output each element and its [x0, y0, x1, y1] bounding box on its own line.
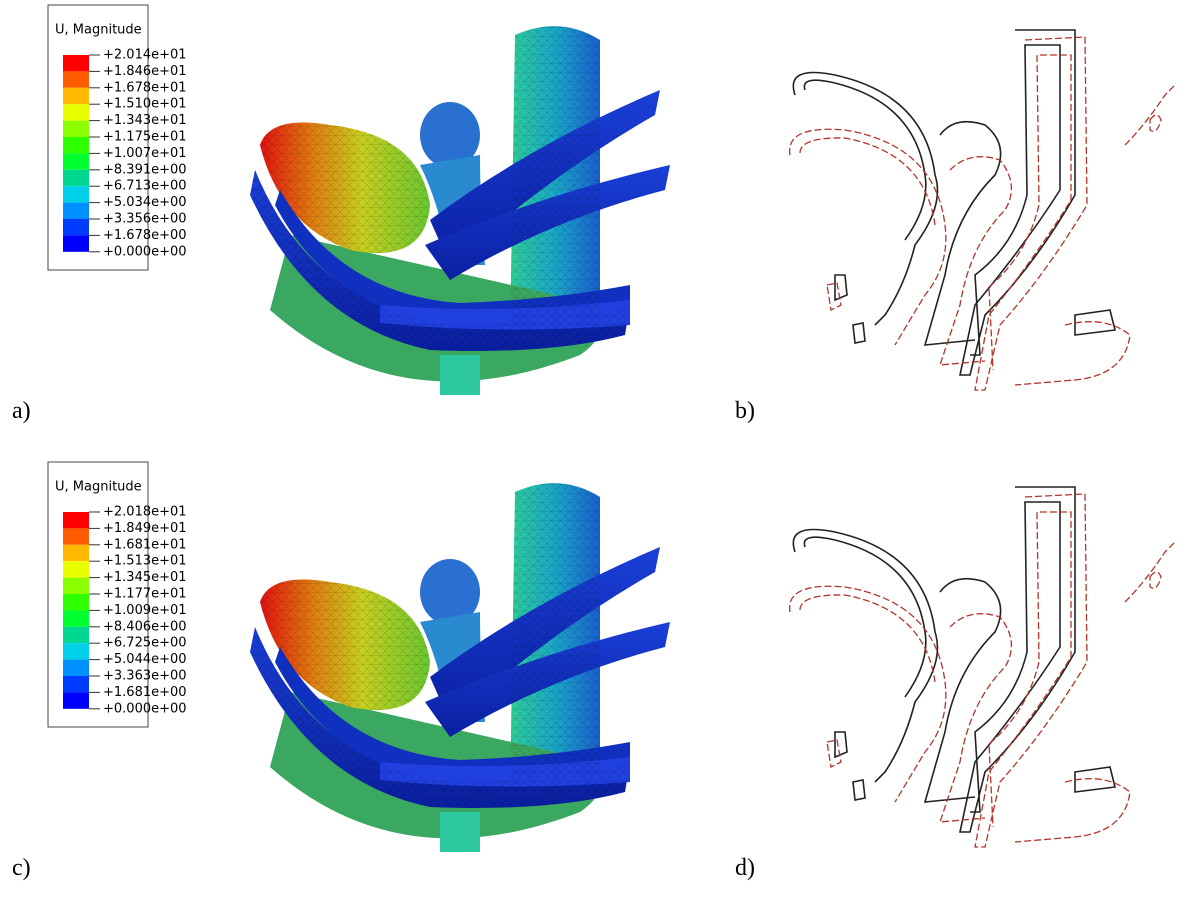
legend-value: +1.007e+01 [103, 146, 187, 161]
legend-value: +8.391e+00 [103, 162, 187, 177]
legend-swatch [63, 121, 89, 137]
panel-label: c) [12, 855, 31, 881]
panel: a)U, Magnitude+2.014e+01+1.846e+01+1.678… [12, 5, 670, 424]
legend-swatch [63, 104, 89, 120]
legend-swatch [63, 578, 89, 594]
legend-value: +2.014e+01 [103, 48, 187, 63]
panel-label: d) [735, 855, 755, 881]
legend-value: +1.175e+01 [103, 130, 187, 145]
legend-value: +6.713e+00 [103, 179, 187, 194]
legend-swatch [63, 594, 89, 610]
legend-swatch [63, 660, 89, 676]
legend-swatch [63, 55, 89, 71]
legend-value: +1.678e+00 [103, 228, 187, 243]
legend-swatch [63, 71, 89, 87]
legend-value: +1.345e+01 [103, 570, 187, 585]
legend-title: U, Magnitude [55, 480, 142, 495]
legend-swatch [63, 692, 89, 708]
legend-value: +1.678e+01 [103, 80, 187, 95]
legend-swatch [63, 512, 89, 528]
fe-render [250, 462, 670, 862]
legend-value: +5.034e+00 [103, 195, 187, 210]
legend-value: +1.849e+01 [103, 521, 187, 536]
panel: b) [735, 30, 1175, 424]
legend-swatch [63, 545, 89, 561]
fe-render [250, 5, 670, 405]
legend-value: +0.000e+00 [103, 244, 187, 259]
legend-value: +1.009e+01 [103, 603, 187, 618]
legend-value: +1.510e+01 [103, 97, 187, 112]
legend-value: +3.356e+00 [103, 212, 187, 227]
legend-swatch [63, 186, 89, 202]
figure: a)U, Magnitude+2.014e+01+1.846e+01+1.678… [0, 0, 1197, 904]
legend-value: +1.513e+01 [103, 554, 187, 569]
legend-swatch [63, 219, 89, 235]
panel-label: a) [12, 398, 31, 424]
outline-drawing [790, 487, 1175, 847]
legend-swatch [63, 610, 89, 626]
legend-value: +3.363e+00 [103, 669, 187, 684]
legend-value: +1.846e+01 [103, 64, 187, 79]
panel: c)U, Magnitude+2.018e+01+1.849e+01+1.681… [12, 462, 670, 881]
panel: d) [735, 487, 1175, 881]
legend-swatch [63, 88, 89, 104]
legend-swatch [63, 203, 89, 219]
legend-title: U, Magnitude [55, 23, 142, 38]
legend-swatch [63, 137, 89, 153]
legend-swatch [63, 153, 89, 169]
legend-value: +1.177e+01 [103, 587, 187, 602]
legend-value: +1.681e+00 [103, 685, 187, 700]
legend-value: +0.000e+00 [103, 701, 187, 716]
legend-swatch [63, 170, 89, 186]
legend-value: +1.343e+01 [103, 113, 187, 128]
panels: a)U, Magnitude+2.014e+01+1.846e+01+1.678… [12, 5, 1175, 881]
legend-swatch [63, 676, 89, 692]
legend-value: +5.044e+00 [103, 652, 187, 667]
outline-drawing [790, 30, 1175, 390]
legend-value: +8.406e+00 [103, 619, 187, 634]
legend-value: +6.725e+00 [103, 636, 187, 651]
legend-value: +1.681e+01 [103, 537, 187, 552]
legend-swatch [63, 643, 89, 659]
legend-swatch [63, 627, 89, 643]
legend-value: +2.018e+01 [103, 505, 187, 520]
panel-label: b) [735, 398, 755, 424]
legend-swatch [63, 235, 89, 251]
legend-swatch [63, 561, 89, 577]
legend-swatch [63, 528, 89, 544]
